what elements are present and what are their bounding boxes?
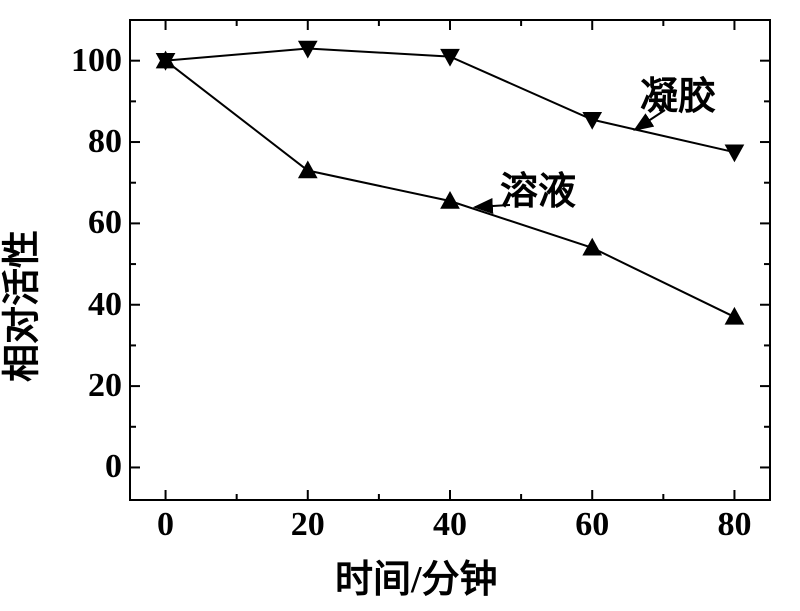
x-tick-label: 80 xyxy=(717,506,751,544)
series-label-solution: 溶液 xyxy=(500,160,576,215)
y-tick-label: 60 xyxy=(52,204,122,242)
x-tick-label: 0 xyxy=(157,506,174,544)
y-tick-label: 20 xyxy=(52,367,122,405)
x-tick-label: 40 xyxy=(433,506,467,544)
x-tick-label: 20 xyxy=(291,506,325,544)
series-label-gel: 凝胶 xyxy=(640,65,716,120)
y-axis-label: 相对活性 xyxy=(0,229,46,381)
y-tick-label: 100 xyxy=(52,42,122,80)
y-tick-label: 80 xyxy=(52,123,122,161)
line-chart: 相对活性 时间/分钟 凝胶 溶液 0 20 40 60 80 0 20 40 60 80 100 xyxy=(0,0,800,611)
x-axis-label: 时间/分钟 xyxy=(335,548,498,603)
x-tick-label: 60 xyxy=(575,506,609,544)
y-tick-label: 0 xyxy=(52,448,122,486)
y-tick-label: 40 xyxy=(52,286,122,324)
